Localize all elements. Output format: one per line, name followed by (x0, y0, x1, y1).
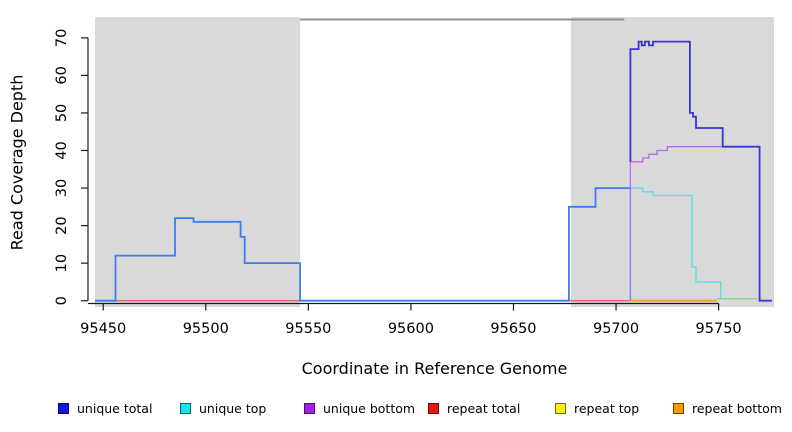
x-axis-title: Coordinate in Reference Genome (301, 359, 568, 378)
legend-item-repeat-total: repeat total (428, 400, 520, 416)
x-tick-label: 95600 (388, 321, 434, 337)
y-axis-title-wrap: Read Coverage Depth (0, 17, 34, 307)
y-tick-label: 60 (54, 66, 70, 84)
legend-label: unique total (77, 400, 153, 416)
legend-item-unique-bottom: unique bottom (304, 400, 415, 416)
y-tick-label: 40 (54, 141, 70, 159)
x-tick-label: 95550 (285, 321, 331, 337)
series-line-total-coverage (95, 187, 631, 302)
y-tick-label: 20 (54, 216, 70, 234)
x-tick-label: 95500 (183, 321, 229, 337)
legend-label: unique bottom (323, 400, 416, 416)
y-tick-label: 0 (54, 296, 70, 305)
legend-swatch-icon (58, 402, 69, 414)
legend: unique total unique top unique bottom repea… (0, 400, 792, 422)
y-axis-title: Read Coverage Depth (7, 74, 27, 250)
legend-swatch-icon (304, 402, 315, 414)
x-tick-label: 95650 (490, 321, 536, 337)
left-shaded-region (95, 17, 301, 307)
x-tick-label: 95700 (593, 321, 639, 337)
right-shaded-region (570, 17, 774, 307)
legend-item-unique-total: unique total (58, 400, 152, 416)
y-tick-label: 10 (54, 254, 70, 272)
y-tick-label: 50 (54, 104, 70, 122)
legend-swatch-icon (673, 402, 684, 414)
y-tick-label: 30 (54, 179, 70, 197)
legend-label: unique top (199, 400, 267, 416)
x-tick-label: 95450 (80, 321, 126, 337)
legend-swatch-icon (428, 402, 439, 414)
series-line-unique-top (629, 187, 722, 301)
legend-item-repeat-top: repeat top (555, 400, 639, 416)
series-line-unique-total (629, 40, 772, 302)
y-tick-label: 70 (54, 29, 70, 47)
legend-item-repeat-bottom: repeat bottom (673, 400, 782, 416)
x-tick-label: 95750 (696, 321, 742, 337)
legend-swatch-icon (555, 402, 566, 414)
legend-label: repeat total (447, 400, 521, 416)
legend-label: repeat top (574, 400, 640, 416)
legend-swatch-icon (180, 402, 191, 414)
plot-canvas: 95450 95500 95550 95600 95650 95700 95750 0 10 20… (54, 17, 774, 337)
legend-item-unique-top: unique top (180, 400, 266, 416)
legend-label: repeat bottom (692, 400, 782, 416)
